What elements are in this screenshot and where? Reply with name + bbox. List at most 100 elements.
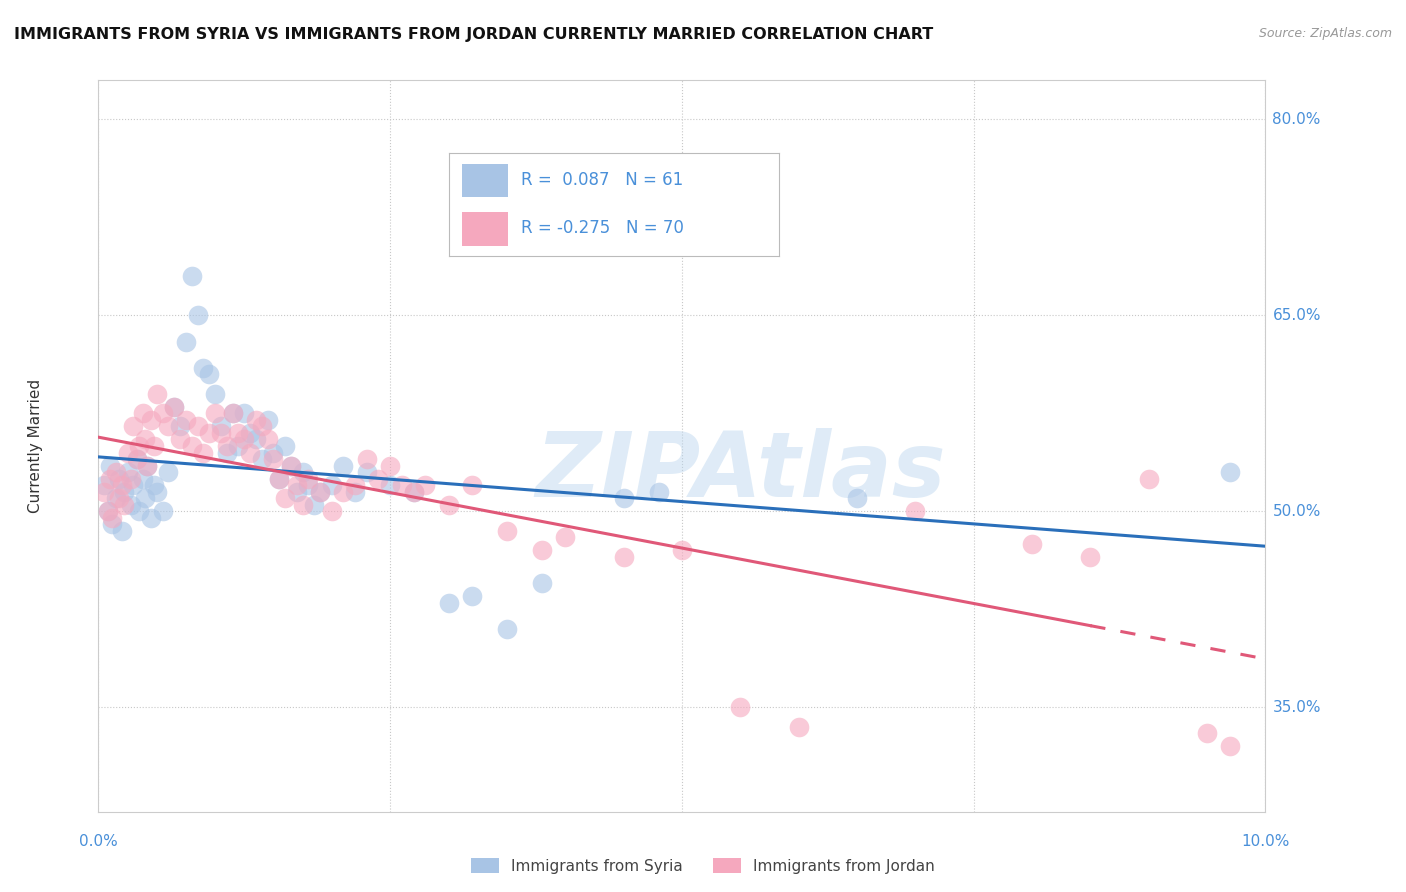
Point — [152, 504, 174, 518]
Point — [274, 439, 297, 453]
Legend: Immigrants from Syria, Immigrants from Jordan: Immigrants from Syria, Immigrants from J… — [465, 852, 941, 880]
Text: R = -0.275   N = 70: R = -0.275 N = 70 — [522, 219, 685, 237]
Point — [122, 419, 145, 434]
Text: Currently Married: Currently Married — [28, 379, 42, 513]
Point — [108, 472, 131, 486]
Text: 80.0%: 80.0% — [1272, 112, 1320, 127]
Point — [136, 458, 159, 473]
Text: 0.0%: 0.0% — [79, 834, 118, 849]
Point — [152, 406, 174, 420]
Point — [233, 433, 256, 447]
Point — [204, 406, 226, 420]
Point — [332, 458, 354, 473]
Point — [461, 478, 484, 492]
Bar — [461, 163, 508, 197]
Point — [239, 445, 262, 459]
Point — [101, 511, 124, 525]
Point — [787, 720, 810, 734]
Point — [304, 498, 326, 512]
Point — [262, 445, 284, 459]
Point — [378, 458, 402, 473]
Point — [157, 419, 180, 434]
Point — [104, 465, 127, 479]
Text: ZIPAtlas: ZIPAtlas — [534, 428, 946, 516]
Point — [174, 413, 197, 427]
Point — [143, 439, 166, 453]
Point — [256, 413, 278, 427]
Point — [122, 478, 145, 492]
Point — [378, 478, 402, 492]
Point — [332, 484, 354, 499]
Point — [356, 452, 378, 467]
Point — [117, 445, 139, 459]
Point — [187, 419, 209, 434]
Point — [139, 413, 162, 427]
Point — [193, 445, 215, 459]
Point — [204, 386, 226, 401]
Point — [112, 484, 135, 499]
Point — [157, 465, 180, 479]
Point — [233, 406, 256, 420]
Point — [1195, 726, 1218, 740]
Text: R =  0.087   N = 61: R = 0.087 N = 61 — [522, 171, 683, 189]
Point — [280, 458, 302, 473]
Point — [125, 452, 148, 467]
Point — [250, 452, 273, 467]
Point — [245, 433, 267, 447]
Point — [120, 498, 142, 512]
Point — [321, 478, 343, 492]
Point — [198, 367, 221, 381]
Point — [239, 425, 262, 440]
Point — [461, 589, 484, 603]
Point — [285, 484, 308, 499]
Point — [291, 465, 314, 479]
Point — [125, 452, 148, 467]
Point — [647, 484, 669, 499]
Point — [437, 498, 460, 512]
Point — [117, 465, 139, 479]
Point — [291, 498, 314, 512]
Text: IMMIGRANTS FROM SYRIA VS IMMIGRANTS FROM JORDAN CURRENTLY MARRIED CORRELATION CH: IMMIGRANTS FROM SYRIA VS IMMIGRANTS FROM… — [14, 27, 934, 42]
Point — [97, 504, 120, 518]
Point — [321, 504, 343, 518]
Point — [221, 406, 243, 420]
Point — [612, 491, 634, 506]
Point — [120, 472, 142, 486]
Point — [163, 400, 186, 414]
Point — [97, 504, 120, 518]
Point — [128, 504, 150, 518]
Point — [93, 484, 115, 499]
Point — [139, 511, 162, 525]
Point — [367, 472, 389, 486]
Point — [228, 439, 250, 453]
Point — [730, 700, 752, 714]
Point — [904, 504, 927, 518]
Point — [198, 425, 221, 440]
Point — [143, 478, 166, 492]
Point — [612, 549, 634, 564]
Point — [228, 425, 250, 440]
Text: 35.0%: 35.0% — [1272, 699, 1320, 714]
Point — [437, 596, 460, 610]
Point — [98, 458, 121, 473]
Point — [128, 439, 150, 453]
Point — [554, 530, 576, 544]
Point — [402, 484, 425, 499]
Point — [309, 484, 332, 499]
Point — [250, 419, 273, 434]
Point — [134, 491, 156, 506]
Point — [193, 360, 215, 375]
Point — [344, 484, 367, 499]
Point — [309, 484, 332, 499]
Point — [530, 543, 553, 558]
Point — [215, 445, 238, 459]
Point — [136, 458, 159, 473]
Point — [187, 309, 209, 323]
Point — [101, 517, 124, 532]
Point — [209, 425, 232, 440]
Point — [413, 478, 436, 492]
Point — [269, 472, 291, 486]
Point — [146, 484, 169, 499]
Point — [98, 472, 121, 486]
Point — [215, 439, 238, 453]
